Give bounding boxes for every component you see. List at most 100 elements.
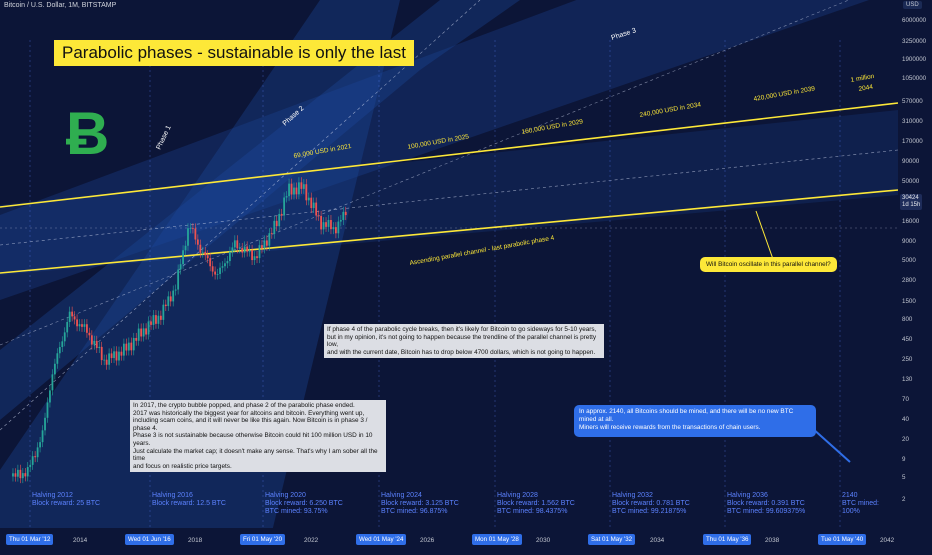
candle-body (290, 183, 293, 195)
candle-body (194, 228, 197, 240)
candle-body (261, 245, 263, 249)
time-axis-tick: 2034 (650, 537, 665, 544)
candle-body (140, 328, 143, 337)
candle-body (71, 311, 74, 317)
halving-label: 2140 BTC mined: 100% (842, 492, 879, 516)
time-axis-date-badge: Wed 01 May '24 (356, 534, 407, 545)
candle-body (243, 246, 246, 253)
candle-body (258, 245, 261, 259)
candle-body (199, 244, 202, 253)
candle-body (120, 351, 123, 356)
candle-body (224, 263, 226, 267)
candle-body (162, 304, 165, 320)
candle-body (19, 469, 22, 479)
candle-body (90, 335, 93, 345)
channel-upper-line (0, 102, 899, 208)
candle-body (300, 182, 303, 189)
time-axis-tick: 2042 (880, 537, 895, 544)
candle-body (44, 417, 46, 431)
candle-body (105, 359, 108, 365)
time-axis-date-badge: Tue 01 May '40 (818, 534, 867, 545)
target-2039: 420,000 USD in 2039 (753, 85, 816, 103)
chart-headline: Parabolic phases - sustainable is only t… (54, 40, 414, 66)
halving-label-line: Halving 2036 (727, 492, 768, 499)
candle-body (206, 255, 209, 259)
candle-body (339, 220, 342, 222)
halving-label: Halving 2028 Block reward: 1.562 BTC BTC m… (497, 492, 575, 516)
time-axis-date-badge: Fri 01 May '20 (240, 534, 286, 545)
candle-body (93, 340, 96, 345)
candle-body (322, 222, 325, 230)
time-axis[interactable] (0, 528, 898, 550)
candle-body (342, 211, 345, 221)
candle-body (330, 220, 332, 230)
price-axis-tick: 170000 (902, 138, 923, 145)
halving-label-line: BTC mined: 93.75% (265, 508, 328, 515)
candle-body (241, 248, 244, 253)
halving-label-line: Halving 2024 (381, 492, 422, 499)
candle-body (283, 197, 286, 216)
halving-label-line: Halving 2028 (497, 492, 538, 499)
candle-body (49, 390, 51, 403)
halving-label-line: BTC mined: (842, 500, 879, 507)
price-axis-tick: 50000 (902, 178, 920, 185)
note-line: In 2017, the crypto bubble popped, and p… (133, 402, 355, 409)
candle-body (135, 337, 138, 341)
candle-body (51, 374, 54, 391)
phase1-label: Phase 1 (155, 125, 172, 151)
candle-body (157, 315, 160, 324)
note-line: Miners will receive rewards from the tra… (579, 424, 761, 431)
candle-body (196, 239, 199, 245)
candle-body (209, 258, 212, 267)
halving-label: Halving 2024 Block reward: 3.125 BTC BTC m… (381, 492, 459, 516)
halving-label-line: BTC mined: 98.4375% (497, 508, 568, 515)
candle-body (337, 221, 340, 234)
currency-label: USD (903, 1, 922, 9)
candle-body (56, 353, 59, 364)
price-axis-tick: 70 (902, 396, 909, 403)
halving-label-line: Halving 2016 (152, 492, 193, 499)
candle-body (34, 456, 37, 458)
candle-body (169, 296, 172, 302)
candle-body (298, 182, 300, 195)
callout-pointer (755, 210, 775, 263)
candle-body (275, 220, 278, 227)
halving-label: Halving 2012 Block reward: 25 BTC (32, 492, 100, 508)
candle-body (280, 213, 283, 216)
candle-body (159, 315, 162, 320)
candle-body (26, 467, 29, 477)
candle-body (278, 213, 281, 227)
halving-label-line: Halving 2012 (32, 492, 73, 499)
price-axis-tick: 6000000 (902, 17, 927, 24)
price-axis-tick: 250 (902, 356, 913, 363)
note-line: Just calculate the market cap; it doesn'… (133, 447, 378, 463)
halving-label-line: Block reward: 25 BTC (32, 500, 101, 507)
price-axis-tick: 2800 (902, 277, 916, 284)
halving-label-line: BTC mined: 99.21875% (612, 508, 687, 515)
candle-body (214, 271, 217, 275)
candle-body (177, 269, 180, 290)
candle-body (130, 342, 133, 351)
candle-body (310, 197, 313, 209)
note-line: In approx. 2140, all Bitcoins should be … (579, 408, 794, 423)
candle-body (233, 240, 236, 248)
candle-body (147, 321, 150, 335)
candle-body (320, 215, 323, 230)
price-axis-tick: 800 (902, 316, 913, 323)
candle-body (81, 324, 83, 327)
candle-body (187, 228, 189, 246)
candle-body (228, 251, 231, 262)
halving-label-line: Halving 2032 (612, 492, 653, 499)
price-axis-tick: 20 (902, 436, 909, 443)
price-axis-tick: 570000 (902, 98, 923, 105)
price-axis-tick: 5 (902, 474, 906, 481)
candle-body (68, 311, 71, 323)
candle-body (256, 256, 258, 259)
price-axis[interactable] (898, 0, 932, 550)
candle-body (334, 227, 337, 234)
callout-oscillate: Will Bitcoin oscillate in this parallel … (700, 257, 837, 272)
candle-body (31, 456, 34, 465)
candle-body (142, 328, 145, 337)
candle-body (127, 342, 130, 351)
ticker-label: Bitcoin / U.S. Dollar, 1M, BITSTAMP (4, 2, 117, 9)
